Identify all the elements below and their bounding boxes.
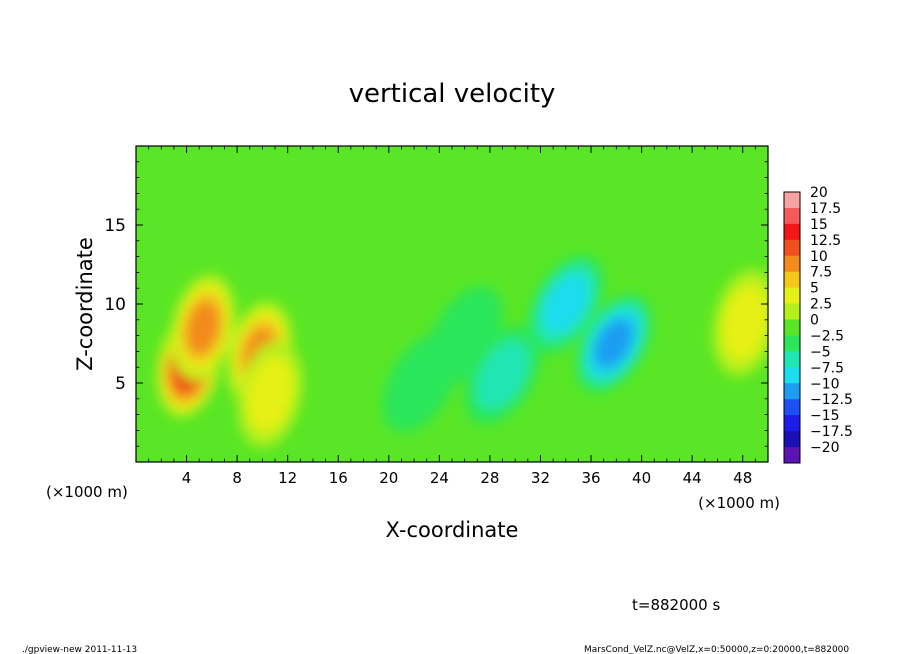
colorbar-label: 10 (810, 249, 828, 265)
time-annotation: t=882000 s (632, 596, 720, 614)
colorbar-segment (784, 399, 800, 416)
y-tick-label: 10 (104, 295, 126, 315)
heatmap-feature (186, 300, 220, 355)
x-axis-label: X-coordinate (386, 518, 519, 542)
heatmap-feature (543, 275, 589, 333)
colorbar-segment (784, 271, 800, 289)
heatmap-feature (246, 356, 294, 432)
x-units-right: (×1000 m) (698, 494, 780, 512)
colorbar-frame (783, 191, 801, 464)
colorbar-segment (784, 431, 800, 448)
chart-title: vertical velocity (349, 79, 556, 109)
colorbar-label: 17.5 (810, 201, 841, 217)
x-tick-label: 28 (480, 469, 499, 487)
colorbar-label: 12.5 (810, 233, 841, 249)
colorbar-segment (784, 383, 800, 400)
colorbar-label: −15 (810, 408, 840, 424)
colorbar-label: 7.5 (810, 265, 832, 281)
colorbar-label: 2.5 (810, 297, 832, 313)
heatmap-field (156, 254, 768, 448)
source-annotation: MarsCond_VelZ.nc@VelZ,x=0:50000,z=0:2000… (584, 645, 849, 654)
x-tick-label: 36 (581, 469, 600, 487)
heatmap-feature (382, 333, 459, 433)
colorbar-segment (784, 335, 800, 352)
colorbar-label: −20 (810, 440, 840, 456)
heatmap-feature (475, 340, 530, 410)
heatmap-feature (722, 285, 768, 361)
colorbar-segment (784, 351, 800, 368)
x-tick-label: 20 (379, 469, 398, 487)
colorbar-segment (784, 223, 800, 241)
colorbar-label: 0 (810, 313, 819, 329)
colorbar-label: −17.5 (810, 424, 853, 440)
program-annotation: ./gpview-new 2011-11-13 (22, 645, 137, 654)
colorbar-label: 15 (810, 217, 828, 233)
x-tick-label: 16 (329, 469, 348, 487)
x-tick-label: 12 (278, 469, 297, 487)
y-axis: 5 10 15 (104, 161, 768, 447)
x-tick-label: 24 (430, 469, 449, 487)
y-axis-label: Z-coordinate (73, 237, 97, 371)
x-axis: 4 8 12 16 20 24 28 32 36 40 44 48 (148, 146, 756, 487)
x-tick-label: 4 (182, 469, 192, 487)
x-units-left: (×1000 m) (46, 483, 128, 501)
colorbar-segment (784, 255, 800, 273)
colorbar-segment (784, 367, 800, 384)
colorbar-segment (784, 239, 800, 257)
x-tick-label: 8 (232, 469, 242, 487)
y-tick-label: 5 (115, 374, 126, 394)
x-tick-label: 32 (531, 469, 550, 487)
colorbar-segment (784, 303, 800, 321)
colorbar-segment (784, 207, 800, 225)
heatmap-feature (594, 318, 634, 369)
colorbar-label: −2.5 (810, 328, 844, 344)
x-tick-label: 40 (632, 469, 651, 487)
colorbar: 2017.51512.5107.552.50−2.5−5−7.5−10−12.5… (783, 185, 853, 464)
colorbar-label: −5 (810, 344, 831, 360)
colorbar-segment (784, 287, 800, 305)
x-tick-label: 44 (683, 469, 702, 487)
x-tick-label: 48 (733, 469, 752, 487)
colorbar-segment (784, 319, 800, 336)
y-tick-label: 15 (104, 216, 126, 236)
plot-area (135, 145, 769, 463)
colorbar-segment (784, 447, 800, 464)
colorbar-label: 5 (810, 281, 819, 297)
colorbar-label: −12.5 (810, 392, 853, 408)
colorbar-segment (784, 415, 800, 432)
colorbar-label: −10 (810, 376, 840, 392)
colorbar-segment (784, 192, 800, 209)
colorbar-label: 20 (810, 185, 828, 201)
colorbar-label: −7.5 (810, 360, 844, 376)
